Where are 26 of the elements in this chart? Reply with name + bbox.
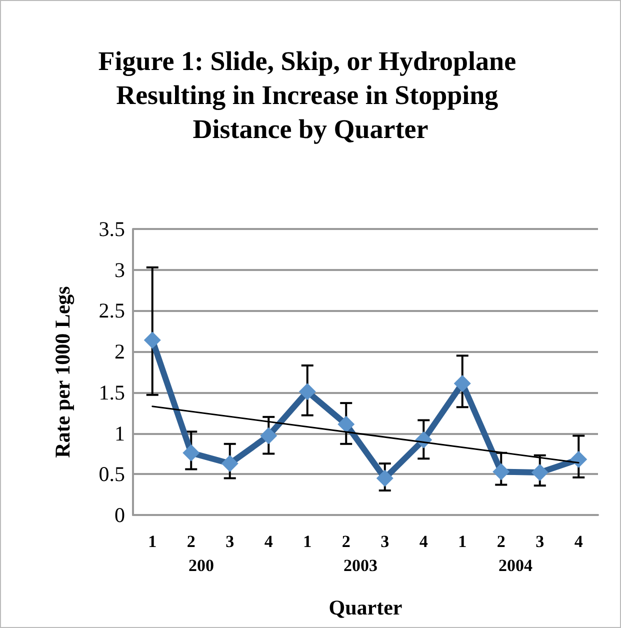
x-axis-title: Quarter [328,596,402,620]
x-tick-label: 1 [303,532,312,551]
x-tick-label: 2 [342,532,350,551]
text: 2003 [344,556,378,575]
x-tick-label: 4 [574,532,584,551]
y-axis-title: Rate per 1000 Legs [50,286,74,458]
y-tick-label: 3 [114,258,125,282]
x-tick-label: 2 [496,532,506,551]
y-tick-label: 2 [114,340,125,364]
x-tick-label: 4 [419,532,428,551]
y-tick-label: 0 [114,503,125,527]
x-tick-label: 1 [458,532,467,551]
text: 2004 [498,556,533,575]
y-tick-label: 0.5 [98,462,125,486]
text: 200 [188,556,214,575]
chart-title: Figure 1: Slide, Skip, or Hydroplane Resulting in Increase in Stopping Distance by Quarter [98,46,523,144]
y-tick-label: 2.5 [98,298,125,323]
x-tick-label: 3 [536,532,544,551]
y-tick-label: 1 [114,421,125,446]
x-tick-label: 4 [264,532,274,551]
x-tick-label: 3 [226,532,234,551]
x-tick-label: 2 [186,532,196,551]
y-tick-label: 1.5 [98,380,125,404]
x-tick-label: 3 [380,532,390,551]
y-tick-label: 3.5 [98,217,125,241]
x-tick-label: 1 [148,532,157,551]
